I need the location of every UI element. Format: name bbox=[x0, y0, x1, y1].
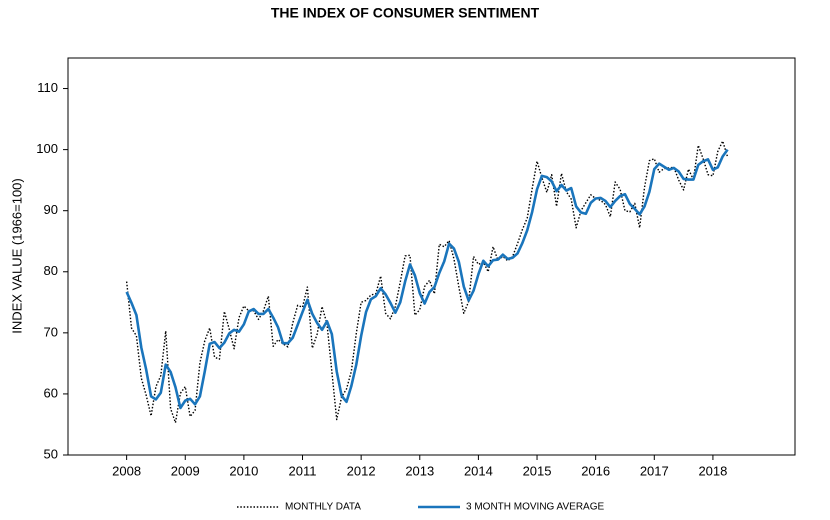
x-tick-label: 2010 bbox=[229, 463, 258, 478]
legend-label: MONTHLY DATA bbox=[285, 502, 361, 513]
series-line bbox=[125, 148, 729, 410]
x-tick-label: 2014 bbox=[464, 463, 493, 478]
x-tick-label: 2012 bbox=[347, 463, 376, 478]
x-tick-label: 2018 bbox=[698, 463, 727, 478]
y-tick-label: 110 bbox=[37, 80, 58, 95]
x-tick-label: 2016 bbox=[581, 463, 610, 478]
y-tick-label: 70 bbox=[44, 324, 58, 339]
plot-frame bbox=[67, 57, 796, 456]
x-tick-label: 2015 bbox=[523, 463, 552, 478]
y-tick-label: 50 bbox=[44, 446, 58, 461]
y-tick-label: 90 bbox=[44, 202, 58, 217]
y-tick-label: 80 bbox=[44, 263, 58, 278]
y-axis-label: INDEX VALUE (1966=100) bbox=[9, 178, 24, 333]
y-tick-label: 100 bbox=[36, 141, 58, 156]
x-tick-label: 2011 bbox=[289, 463, 317, 478]
x-tick-label: 2009 bbox=[171, 463, 200, 478]
chart-title: THE INDEX OF CONSUMER SENTIMENT bbox=[271, 5, 540, 21]
x-tick-label: 2013 bbox=[405, 463, 434, 478]
y-tick-label: 60 bbox=[44, 385, 58, 400]
x-tick-label: 2017 bbox=[640, 463, 669, 478]
x-tick-label: 2008 bbox=[112, 463, 141, 478]
series-line bbox=[125, 140, 729, 424]
legend-label: 3 MONTH MOVING AVERAGE bbox=[466, 502, 604, 513]
